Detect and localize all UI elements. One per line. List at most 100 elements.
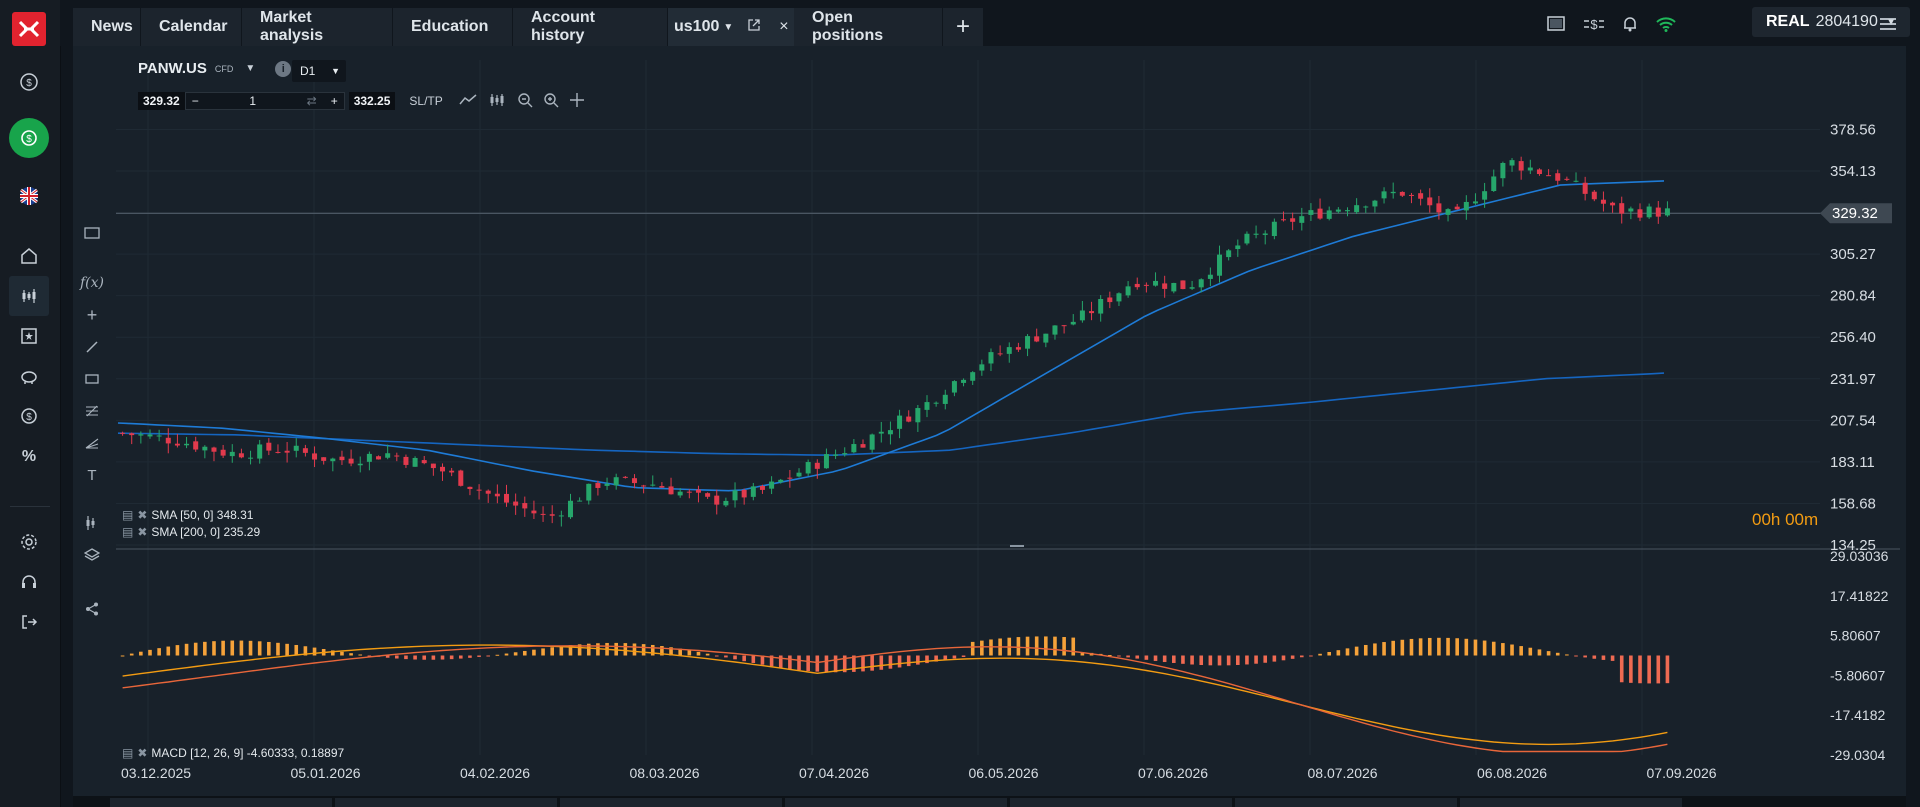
money-transfer-icon: $ [1584,17,1604,32]
connection-status [1654,12,1678,36]
plus-icon[interactable]: + [330,94,338,108]
macd-legend[interactable]: ▤ ✖ MACD [12, 26, 9] -4.60333, 0.18897 [122,746,344,760]
sell-price-button[interactable]: 329.32 [138,92,185,110]
account-type: REAL [1766,13,1810,30]
notifications-button[interactable] [1618,12,1642,36]
bottom-tab[interactable] [1235,798,1457,807]
logout-button[interactable] [9,602,49,642]
text-tool-icon[interactable]: T [87,466,97,484]
bottom-tab[interactable] [1460,798,1682,807]
instrument-type-label: CFD [214,63,234,74]
chevron-down-icon[interactable]: ▼ [245,63,256,74]
timeframe-select[interactable]: D1 ▼ [292,60,346,82]
remove-icon[interactable]: ✖ [137,508,148,522]
chart-panel[interactable] [73,46,1906,796]
function-icon[interactable]: f(x) [79,275,104,291]
swap-icon[interactable]: ⇄ [306,94,317,108]
language-button[interactable] [9,176,49,216]
rectangle-icon[interactable] [79,366,105,392]
svg-text:$: $ [26,412,32,423]
add-tab-button[interactable]: + [943,8,984,46]
xtb-logo[interactable] [12,12,46,46]
pitchfork-icon[interactable] [79,430,105,456]
crosshair-tool-icon[interactable]: + [86,304,98,325]
dividends-button[interactable]: $ [9,396,49,436]
tab-label: Calendar [159,18,228,35]
account-selector[interactable]: REAL 2804190 ▼ [1752,7,1910,37]
sma50-text: SMA [50, 0] 348.31 [151,508,254,522]
tab-calendar[interactable]: Calendar [141,8,242,46]
tab-account-history[interactable]: Account history [513,8,668,46]
tab-market-analysis[interactable]: Market analysis [242,8,393,46]
home-button[interactable] [9,236,49,276]
star-box-icon [21,328,37,344]
bottom-tab[interactable] [1010,798,1232,807]
tab-label: Open positions [812,9,884,44]
headset-icon [22,575,36,588]
money-transfer-button[interactable]: $ [1582,12,1606,36]
layers-icon[interactable] [79,542,105,568]
line-chart-icon[interactable] [459,93,477,110]
chevron-down-icon: ▼ [331,66,340,76]
trend-line-icon[interactable] [79,334,105,360]
tab-label: News [91,18,133,35]
quantity-value[interactable]: 1 [249,94,257,108]
svg-text:$: $ [26,134,32,145]
candles-type-icon[interactable] [489,93,505,110]
remove-icon[interactable]: ✖ [137,746,148,760]
piggy-bank-icon [21,371,37,384]
support-button[interactable] [9,562,49,602]
minus-icon[interactable]: − [191,94,199,108]
chevron-down-icon[interactable]: ▼ [723,21,734,33]
percent-icon: % [22,448,36,465]
uk-flag-icon [20,187,38,205]
bottom-tab[interactable] [560,798,782,807]
svg-text:%: % [22,448,36,465]
dollar-refresh-icon: $ [21,130,37,146]
tab-open-positions[interactable]: Open positions [794,8,943,46]
sma50-legend[interactable]: ▤ ✖ SMA [50, 0] 348.31 [122,508,253,522]
top-bar: News Calendar Market analysis Education … [60,0,1920,46]
market-news-button[interactable] [9,316,49,356]
indicators-icon[interactable] [79,510,105,536]
savings-button[interactable] [9,356,49,396]
coin-stack-icon: $ [21,408,37,424]
crosshair-icon[interactable] [569,92,585,111]
sma200-text: SMA [200, 0] 235.29 [151,525,261,539]
visibility-icon[interactable]: ▤ [122,525,134,539]
visibility-icon[interactable]: ▤ [122,508,134,522]
bottom-tab[interactable] [335,798,557,807]
bottom-tab[interactable] [110,798,332,807]
main-menu-button[interactable] [1876,12,1900,36]
layout-icon[interactable] [79,220,105,246]
fullscreen-button[interactable] [1544,12,1568,36]
account-funds-button[interactable]: $ [9,118,49,158]
sma200-legend[interactable]: ▤ ✖ SMA [200, 0] 235.29 [122,525,260,539]
tab-label: Account history [531,9,595,44]
settings-button[interactable] [9,522,49,562]
tab-label: Education [411,18,489,35]
trading-button[interactable] [9,276,49,316]
visibility-icon[interactable]: ▤ [122,746,134,760]
deposit-button[interactable]: $ [9,62,49,102]
share-icon[interactable] [79,596,105,622]
symbol-label[interactable]: PANW.US [138,60,207,77]
popout-icon[interactable] [747,18,761,37]
zoom-out-icon[interactable] [517,92,533,111]
quantity-stepper[interactable]: − 1 ⇄ + [184,92,345,110]
zoom-in-icon[interactable] [543,92,559,111]
info-icon[interactable]: i [275,60,292,77]
interest-button[interactable]: % [9,436,49,476]
buy-price-button[interactable]: 332.25 [348,92,396,110]
sltp-button[interactable]: SL/TP [409,94,443,108]
bottom-tab[interactable] [785,798,1007,807]
close-icon[interactable]: × [779,18,789,35]
wifi-icon [1656,17,1676,32]
x-logo-icon [18,20,40,38]
chevron-down-icon: ▼ [1886,16,1896,28]
logout-icon [22,615,38,629]
fibonacci-icon[interactable] [79,398,105,424]
remove-icon[interactable]: ✖ [137,525,148,539]
tab-education[interactable]: Education [393,8,513,46]
tab-news[interactable]: News [73,8,141,46]
